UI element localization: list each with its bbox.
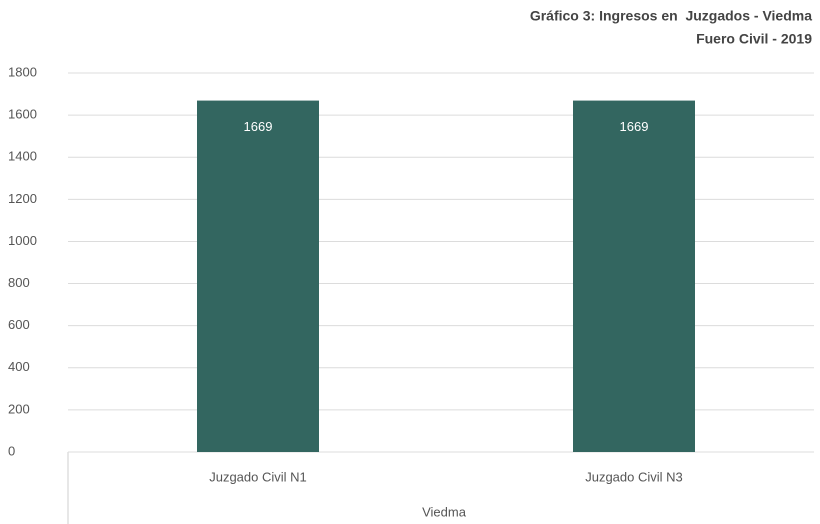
x-tick-label: Juzgado Civil N1 [209, 469, 307, 484]
y-tick-label: 1800 [8, 64, 37, 79]
bar [573, 100, 695, 453]
data-label: 1669 [244, 119, 273, 134]
y-tick-label: 600 [8, 317, 30, 332]
x-tick-label: Juzgado Civil N3 [585, 469, 683, 484]
y-tick-label: 0 [8, 443, 15, 458]
y-tick-label: 1200 [8, 191, 37, 206]
y-tick-label: 800 [8, 275, 30, 290]
chart-title: Gráfico 3: Ingresos en Juzgados - Viedma [530, 8, 812, 24]
y-tick-label: 400 [8, 359, 30, 374]
chart-subtitle: Fuero Civil - 2019 [696, 31, 812, 47]
y-tick-label: 1600 [8, 107, 37, 122]
y-tick-label: 1400 [8, 149, 37, 164]
y-tick-label: 200 [8, 401, 30, 416]
y-tick-label: 1000 [8, 233, 37, 248]
bar [197, 100, 319, 453]
data-label: 1669 [620, 119, 649, 134]
group-label: Viedma [422, 504, 467, 519]
